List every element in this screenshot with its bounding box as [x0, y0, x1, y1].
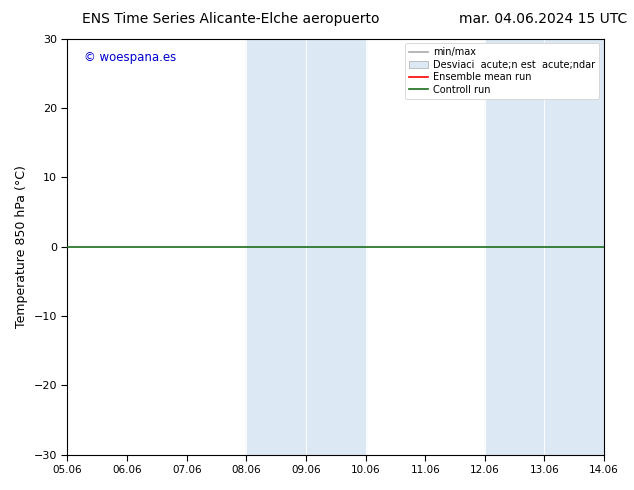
- Y-axis label: Temperature 850 hPa (°C): Temperature 850 hPa (°C): [15, 165, 28, 328]
- Legend: min/max, Desviaci  acute;n est  acute;ndar, Ensemble mean run, Controll run: min/max, Desviaci acute;n est acute;ndar…: [405, 44, 599, 98]
- Bar: [485, 39, 604, 455]
- Text: mar. 04.06.2024 15 UTC: mar. 04.06.2024 15 UTC: [460, 12, 628, 26]
- Text: ENS Time Series Alicante-Elche aeropuerto: ENS Time Series Alicante-Elche aeropuert…: [82, 12, 380, 26]
- Text: © woespana.es: © woespana.es: [84, 51, 176, 64]
- Bar: [247, 39, 366, 455]
